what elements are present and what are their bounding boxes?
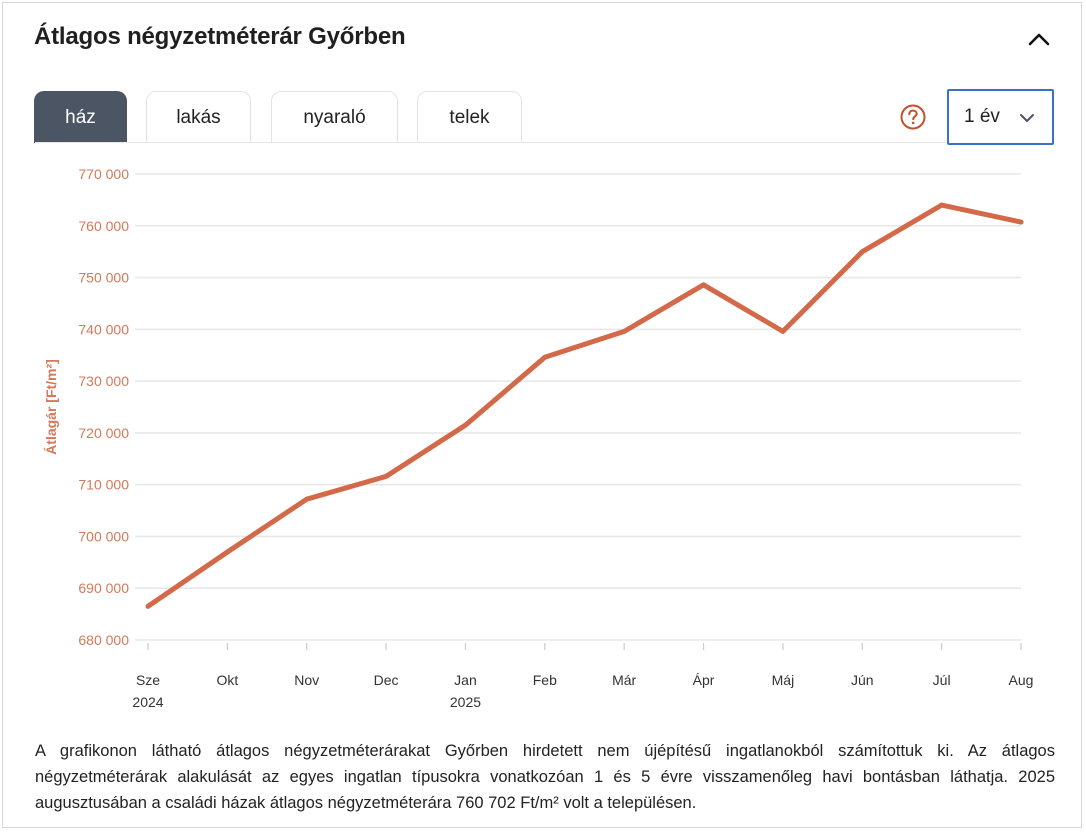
x-tick-label: Júl	[933, 672, 951, 688]
y-tick-label: 710 000	[78, 477, 129, 493]
data-point	[859, 249, 865, 255]
x-tick-label: Nov	[294, 672, 319, 688]
chart-description: A grafikonon látható átlagos négyzetméte…	[35, 742, 1055, 812]
card-title: Átlagos négyzetméterár Győrben	[34, 23, 406, 50]
x-tick-year-label: 2025	[450, 694, 481, 710]
tab-telek[interactable]: telek	[417, 91, 522, 143]
x-tick-label: Jan	[454, 672, 477, 688]
y-tick-label: 720 000	[78, 425, 129, 441]
period-select-value: 1 év	[964, 106, 1000, 127]
series-line	[145, 202, 1024, 609]
x-tick-label: Dec	[374, 672, 399, 688]
y-tick-label: 760 000	[78, 218, 129, 234]
help-button[interactable]	[900, 104, 926, 130]
chevron-down-icon	[1020, 114, 1034, 122]
data-point	[304, 496, 310, 502]
x-tick-label: Okt	[216, 672, 238, 688]
y-tick-label: 700 000	[78, 528, 129, 544]
data-point	[701, 282, 706, 288]
data-point	[145, 603, 151, 609]
x-tick-label: Aug	[1009, 672, 1034, 688]
data-point	[224, 549, 230, 555]
y-tick-label: 680 000	[78, 632, 129, 648]
data-point	[383, 473, 389, 479]
tab-divider	[35, 142, 1025, 143]
data-point	[780, 329, 786, 334]
data-point	[463, 422, 468, 428]
tab-nyaralo[interactable]: nyaraló	[271, 91, 398, 143]
tab-label: nyaraló	[303, 106, 366, 128]
tab-label: telek	[449, 106, 490, 128]
tab-label: ház	[65, 106, 96, 128]
period-select[interactable]: 1 év	[947, 89, 1054, 145]
collapse-button[interactable]	[1025, 25, 1053, 53]
x-tick-label: Máj	[772, 672, 795, 688]
chevron-up-icon	[1028, 33, 1050, 46]
x-tick-label: Sze	[136, 672, 160, 688]
data-point	[1018, 219, 1024, 225]
price-line-chart: 680 000 690 000 700 000 710 000 720 000 730 0…	[43, 166, 1034, 710]
y-tick-label: 740 000	[78, 321, 129, 337]
y-axis-title: Átlagár [Ft/m²]	[43, 359, 59, 455]
data-point	[939, 202, 945, 208]
x-tick-label: Feb	[533, 672, 557, 688]
y-tick-label: 730 000	[78, 373, 129, 389]
x-tick-label: Ápr	[693, 672, 715, 688]
data-point	[542, 354, 548, 360]
x-tick-label: Jún	[851, 672, 874, 688]
tab-haz[interactable]: ház	[34, 91, 127, 143]
tab-label: lakás	[176, 106, 221, 128]
tab-lakas[interactable]: lakás	[146, 91, 251, 143]
x-tick-year-label: 2024	[132, 694, 163, 710]
y-tick-label: 750 000	[78, 270, 129, 286]
y-tick-label: 690 000	[78, 580, 129, 596]
data-point	[621, 329, 627, 334]
question-circle-icon	[900, 104, 926, 130]
y-tick-label: 770 000	[78, 166, 129, 182]
x-tick-label: Már	[612, 672, 636, 688]
